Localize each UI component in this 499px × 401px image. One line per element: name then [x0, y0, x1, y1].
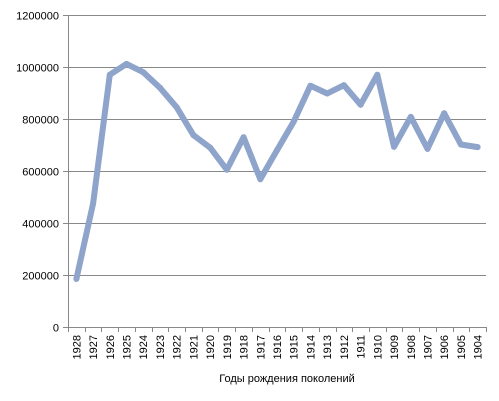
data-point [106, 71, 113, 78]
x-tick-label: 1914 [305, 335, 317, 359]
x-tick-label: 1913 [322, 335, 334, 359]
data-point [90, 200, 97, 207]
data-point [240, 134, 247, 141]
data-point [223, 166, 230, 173]
x-tick-label: 1908 [406, 335, 418, 359]
y-tick-label: 0 [53, 323, 59, 335]
x-tick-label: 1921 [188, 335, 200, 359]
x-tick-label: 1909 [389, 335, 401, 359]
data-point [123, 60, 130, 67]
y-tick-label: 200000 [22, 271, 59, 283]
x-tick-label: 1918 [239, 335, 251, 359]
x-tick-label: 1915 [289, 335, 301, 359]
data-point [190, 132, 197, 139]
x-tick-label: 1916 [272, 335, 284, 359]
data-point [457, 141, 464, 148]
x-tick-labels: 1928 1927 1926 1925 1924 1923 1922 1921 1920 1919… [71, 335, 484, 359]
data-point [474, 144, 481, 151]
data-point [407, 113, 414, 120]
axes [63, 15, 487, 332]
x-axis-title: Годы рождения поколений [219, 373, 355, 385]
x-tick-label: 1919 [222, 335, 234, 359]
y-tick-labels: 0 200000 400000 600000 800000 1000000 1200000 [16, 11, 59, 335]
x-tick-label: 1907 [422, 335, 434, 359]
data-point [340, 82, 347, 89]
x-tick-label: 1926 [105, 335, 117, 359]
data-point [290, 118, 297, 125]
data-point [391, 143, 397, 150]
y-tick-label: 1000000 [16, 63, 59, 75]
y-tick-label: 800000 [22, 115, 59, 127]
x-tick-label: 1924 [138, 335, 150, 359]
data-point [173, 104, 180, 111]
x-tick-label: 1905 [456, 335, 468, 359]
x-tick-label: 1912 [339, 335, 351, 359]
data-point [140, 69, 147, 76]
x-tick-label: 1911 [356, 335, 368, 359]
data-point [207, 144, 214, 151]
data-point [324, 90, 331, 97]
x-tick-label: 1927 [88, 335, 100, 359]
series-lines [73, 60, 481, 282]
x-tick-label: 1923 [155, 335, 167, 359]
data-point [307, 82, 314, 89]
x-tick-label: 1920 [205, 335, 217, 359]
x-tick-label: 1925 [122, 335, 134, 359]
data-point [157, 84, 163, 91]
data-point [441, 110, 448, 117]
data-point [424, 145, 431, 152]
x-tick-label: 1928 [71, 335, 83, 359]
y-tick-label: 400000 [22, 219, 59, 231]
data-point [374, 71, 381, 78]
data-point [274, 147, 280, 154]
y-tick-label: 600000 [22, 167, 59, 179]
x-tick-label: 1904 [473, 335, 485, 359]
data-point [73, 275, 80, 282]
data-point [357, 101, 364, 108]
data-point [257, 176, 264, 183]
x-tick-label: 1906 [439, 335, 451, 359]
x-tick-label: 1917 [255, 335, 267, 359]
x-tick-label: 1910 [372, 335, 384, 359]
x-tick-label: 1922 [172, 335, 184, 359]
y-tick-label: 1200000 [16, 11, 59, 23]
